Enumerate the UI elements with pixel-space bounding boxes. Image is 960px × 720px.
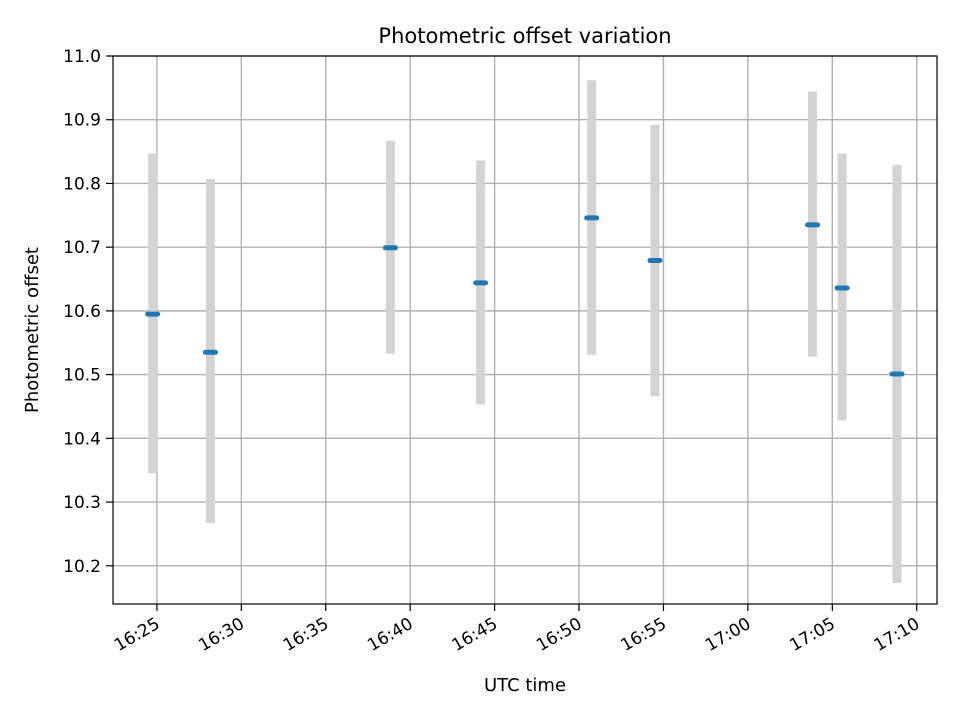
plot-area-frame (112, 55, 938, 605)
y-tick-label: 10.7 (63, 238, 101, 258)
y-tick-label: 10.2 (63, 557, 101, 577)
y-tick-label: 11.0 (63, 47, 101, 67)
y-tick-label: 10.8 (63, 174, 101, 194)
x-axis-label: UTC time (484, 675, 566, 696)
y-tick-label: 10.9 (63, 111, 101, 131)
chart-title: Photometric offset variation (378, 24, 671, 48)
y-tick-label: 10.5 (63, 366, 101, 386)
data-points (145, 215, 905, 377)
y-axis-ticks: 10.2 10.3 10.4 10.5 10.6 10.7 10.8 10.9 11.0 (63, 47, 113, 577)
y-tick-label: 10.6 (63, 302, 101, 322)
y-axis-label: Photometric offset (22, 247, 43, 413)
y-tick-label: 10.3 (63, 493, 101, 513)
y-tick-label: 10.4 (63, 429, 101, 449)
